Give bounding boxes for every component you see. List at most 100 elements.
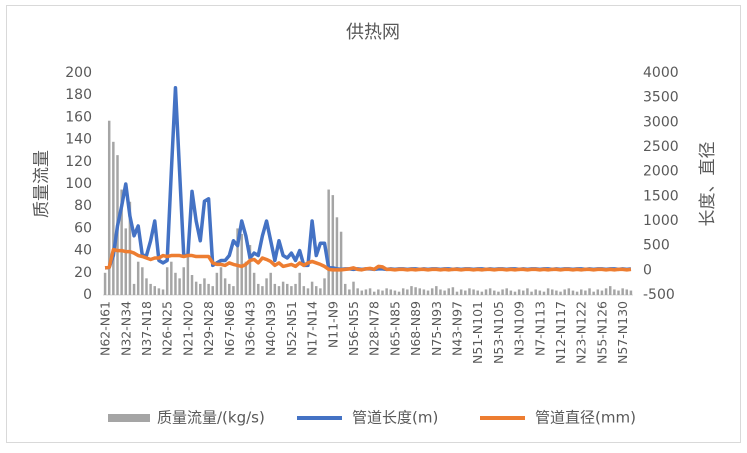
x-tick-label: N52-N51 <box>284 301 299 356</box>
bar <box>447 288 450 295</box>
y-tick-label: 200 <box>65 65 92 81</box>
y2-tick-label: 2500 <box>643 139 679 155</box>
bar <box>112 141 115 295</box>
bar <box>617 290 620 295</box>
y-tick-label: 0 <box>83 287 92 303</box>
bar <box>223 278 227 295</box>
y-tick-label: 40 <box>74 243 92 259</box>
bar <box>497 291 500 295</box>
x-tick-label: N11-N9 <box>325 301 340 348</box>
bar <box>513 291 517 295</box>
bar <box>584 290 587 295</box>
bar <box>397 291 401 295</box>
bar <box>335 217 339 295</box>
bar <box>136 261 140 295</box>
legend-label: 管道直径(mm) <box>535 409 636 427</box>
bar <box>257 283 260 295</box>
bar <box>207 283 210 295</box>
bar <box>517 289 521 295</box>
legend-label: 质量流量/(kg/s) <box>157 409 265 427</box>
bar <box>592 291 595 295</box>
bar <box>310 281 314 295</box>
bar <box>546 288 550 295</box>
bar <box>273 283 277 295</box>
bar <box>625 289 629 295</box>
bar <box>621 288 624 295</box>
bar <box>526 288 529 295</box>
y2-tick-label: 3000 <box>643 114 679 130</box>
bar <box>360 290 364 295</box>
x-tick-label: N51-N101 <box>470 301 485 364</box>
x-tick-label: N36-N43 <box>242 301 257 356</box>
bar <box>484 289 488 295</box>
bar <box>472 289 475 295</box>
bar <box>393 290 397 295</box>
bar <box>439 289 442 295</box>
x-tick-label: N17-N14 <box>305 301 320 356</box>
bar <box>385 288 388 295</box>
bar <box>501 289 504 295</box>
bar <box>414 287 417 295</box>
bar <box>124 228 128 295</box>
bar <box>199 283 202 295</box>
bar <box>145 278 148 295</box>
y-tick-label: 60 <box>74 220 92 236</box>
bar <box>600 290 604 295</box>
bar <box>422 289 426 295</box>
x-tick-label: N40-N39 <box>263 301 278 356</box>
bar <box>327 189 330 295</box>
bar <box>613 289 616 295</box>
x-tick-label: N75-N93 <box>429 301 444 356</box>
legend-label: 管道长度(m) <box>352 409 438 427</box>
bar <box>352 281 355 295</box>
bar <box>455 291 459 295</box>
bar <box>468 288 471 295</box>
x-tick-label: N68-N89 <box>408 301 423 356</box>
bar <box>219 267 223 295</box>
bar <box>190 275 194 295</box>
bar <box>248 245 252 295</box>
bar <box>571 290 575 295</box>
bar <box>493 290 496 295</box>
bar <box>567 288 571 295</box>
bar <box>356 288 359 295</box>
bar <box>265 278 268 295</box>
bar <box>203 278 206 295</box>
bar <box>128 201 132 295</box>
x-tick-label: N43-N97 <box>450 301 465 356</box>
bar <box>464 290 467 295</box>
bar <box>522 290 525 295</box>
bar <box>277 286 281 295</box>
bar <box>157 288 161 295</box>
bar <box>488 288 492 295</box>
x-tick-label: N67-N68 <box>222 301 237 356</box>
bar <box>538 290 542 295</box>
bar <box>153 286 156 295</box>
bar <box>228 283 231 295</box>
bar <box>261 286 264 295</box>
bar <box>232 286 235 295</box>
x-tick-label: N21-N20 <box>180 301 195 356</box>
bar <box>103 272 107 295</box>
y-tick-label: 160 <box>65 109 92 125</box>
bar <box>401 288 405 295</box>
bar <box>211 286 214 295</box>
bar <box>178 278 181 295</box>
bar <box>588 288 591 295</box>
y-tick-label: 180 <box>65 87 92 103</box>
bar <box>563 289 566 295</box>
bar <box>418 288 421 295</box>
bar <box>319 288 322 295</box>
bar <box>480 291 484 295</box>
bar <box>551 289 554 295</box>
bar <box>149 283 152 295</box>
bar <box>426 290 430 295</box>
bar <box>459 289 463 295</box>
bar <box>530 291 533 295</box>
bar <box>534 289 537 295</box>
bar <box>451 287 455 295</box>
x-tick-label: N32-N34 <box>118 301 133 356</box>
bar <box>141 267 144 295</box>
bar <box>286 283 289 295</box>
